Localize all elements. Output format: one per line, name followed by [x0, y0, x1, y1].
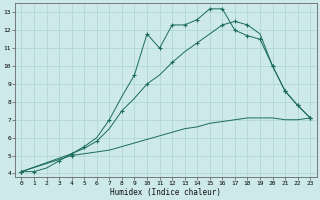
X-axis label: Humidex (Indice chaleur): Humidex (Indice chaleur) — [110, 188, 221, 197]
